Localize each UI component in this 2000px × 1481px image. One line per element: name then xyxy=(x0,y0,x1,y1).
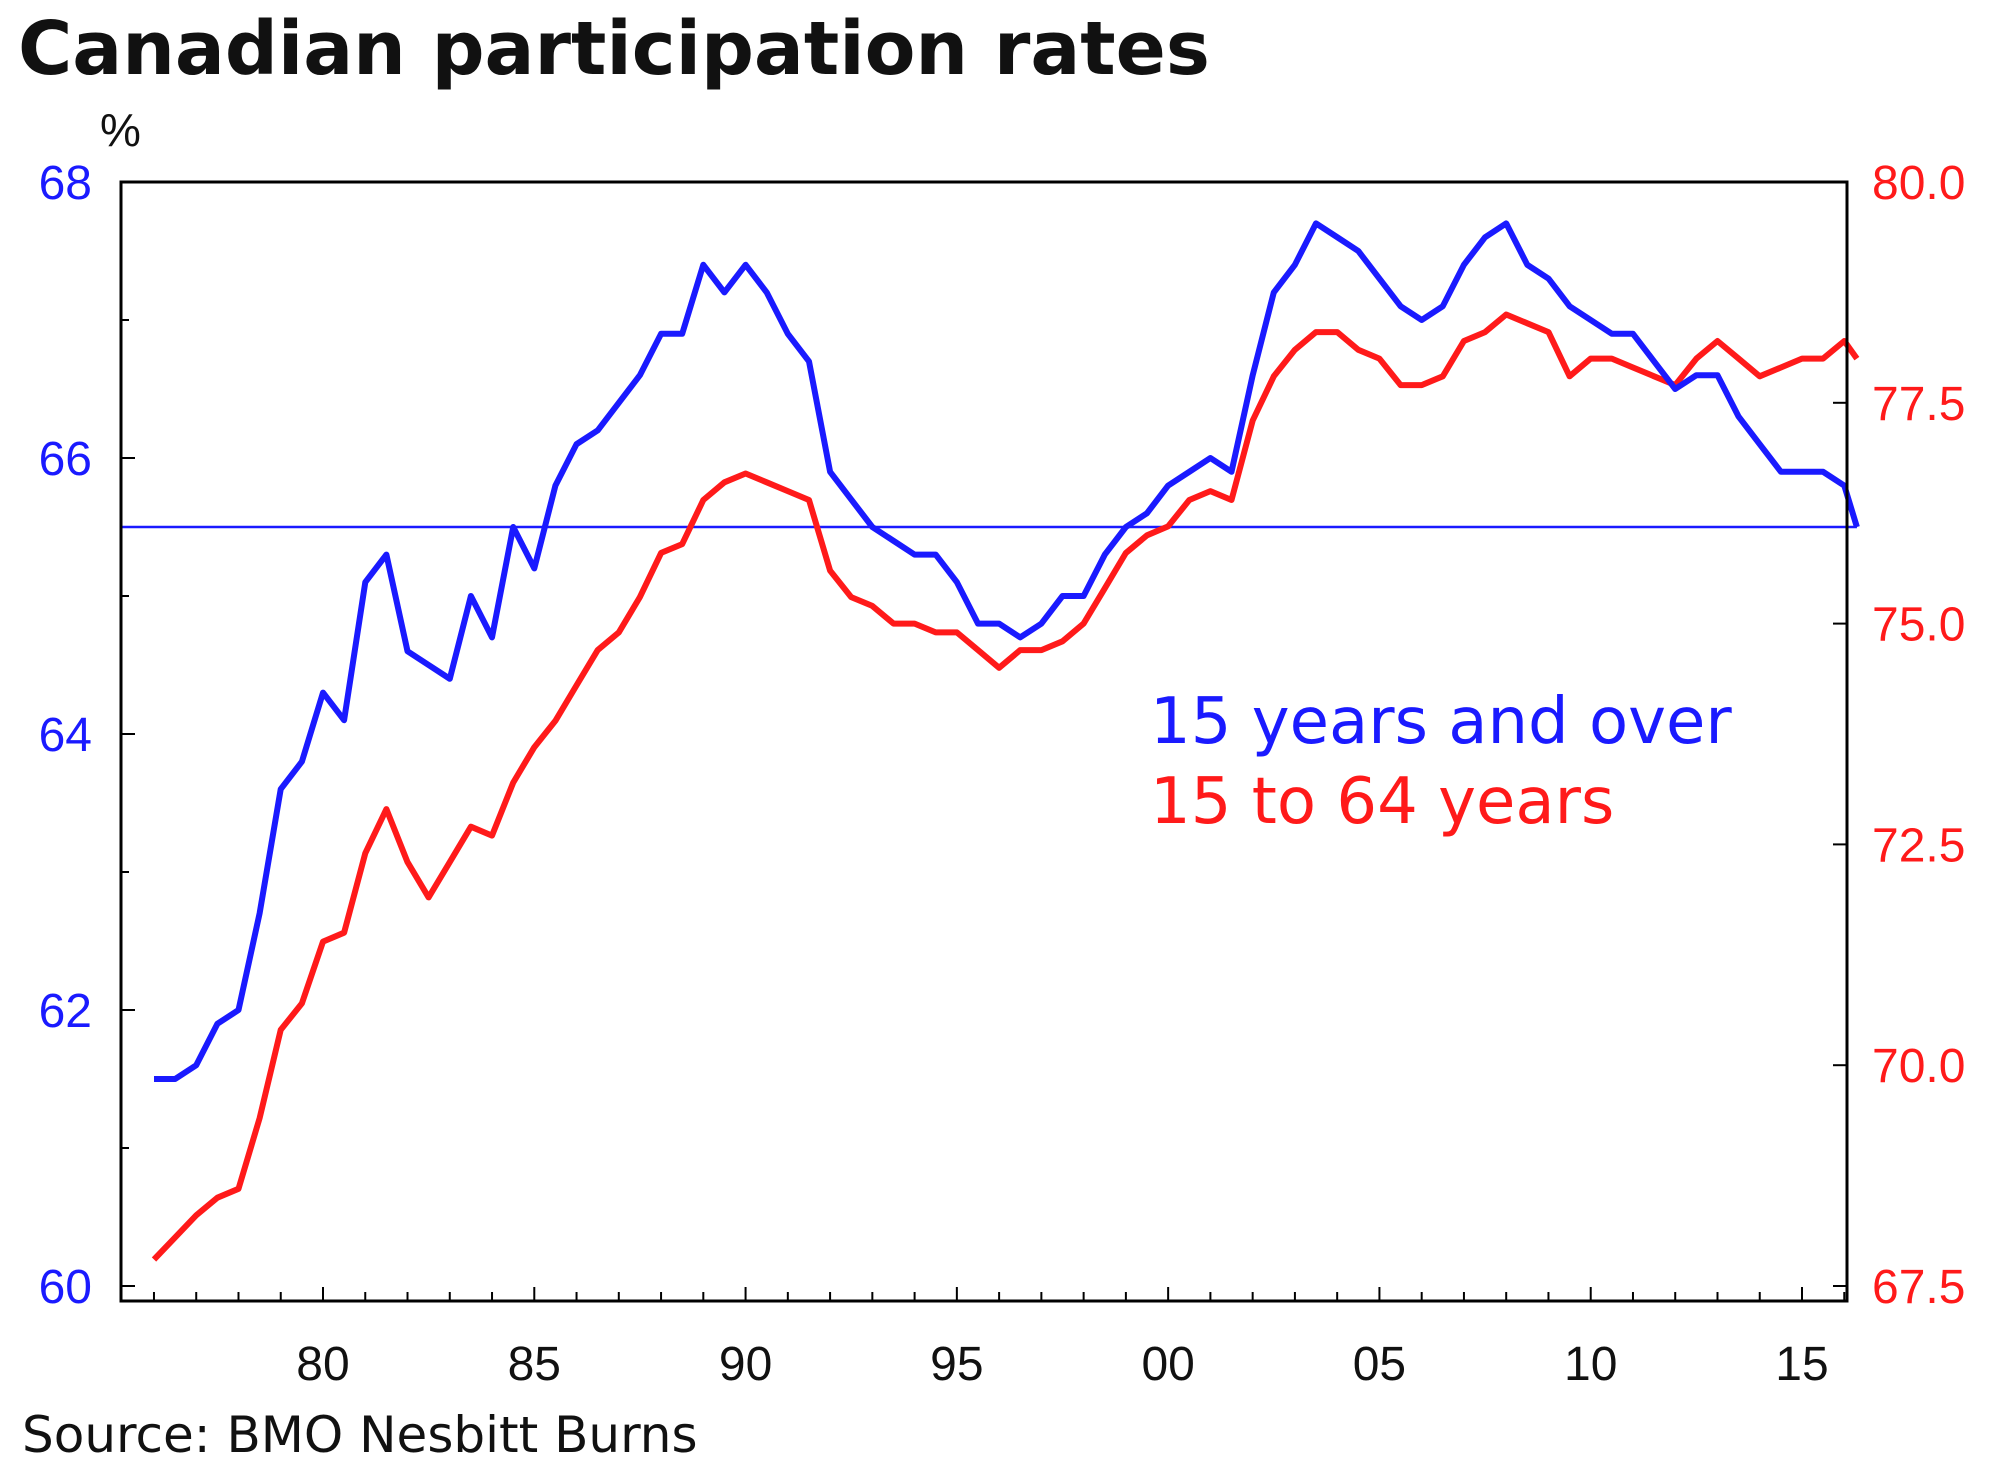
x-tick-label: 85 xyxy=(508,1338,561,1391)
right-tick-label: 77.5 xyxy=(1872,378,1965,431)
right-tick-label: 70.0 xyxy=(1872,1040,1965,1093)
left-tick-label: 62 xyxy=(39,985,92,1038)
x-tick-label: 05 xyxy=(1353,1338,1406,1391)
chart-title: Canadian participation rates xyxy=(18,6,1210,92)
y-axis-unit-label: % xyxy=(100,104,141,156)
legend-15-and-over: 15 years and over xyxy=(1150,685,1732,759)
legend-15-to-64: 15 to 64 years xyxy=(1150,765,1614,839)
plot-frame xyxy=(119,180,1849,1303)
left-tick-label: 60 xyxy=(39,1261,92,1314)
x-tick-label: 00 xyxy=(1141,1338,1194,1391)
right-tick-label: 75.0 xyxy=(1872,599,1965,652)
series-line-15-and-over xyxy=(154,220,1860,1082)
left-tick-label: 66 xyxy=(39,433,92,486)
right-tick-label: 72.5 xyxy=(1872,819,1965,872)
left-tick-label: 64 xyxy=(39,709,92,762)
x-tick-label: 10 xyxy=(1564,1338,1617,1391)
x-tick-label: 95 xyxy=(930,1338,983,1391)
source-note: Source: BMO Nesbitt Burns xyxy=(22,1406,698,1464)
x-tick-label: 15 xyxy=(1775,1338,1828,1391)
x-tick-label: 80 xyxy=(296,1338,349,1391)
right-tick-label: 80.0 xyxy=(1872,157,1965,210)
series-line-15-to-64 xyxy=(151,311,1860,1262)
x-tick-label: 90 xyxy=(719,1338,772,1391)
right-tick-label: 67.5 xyxy=(1872,1261,1965,1314)
left-tick-label: 68 xyxy=(39,157,92,210)
